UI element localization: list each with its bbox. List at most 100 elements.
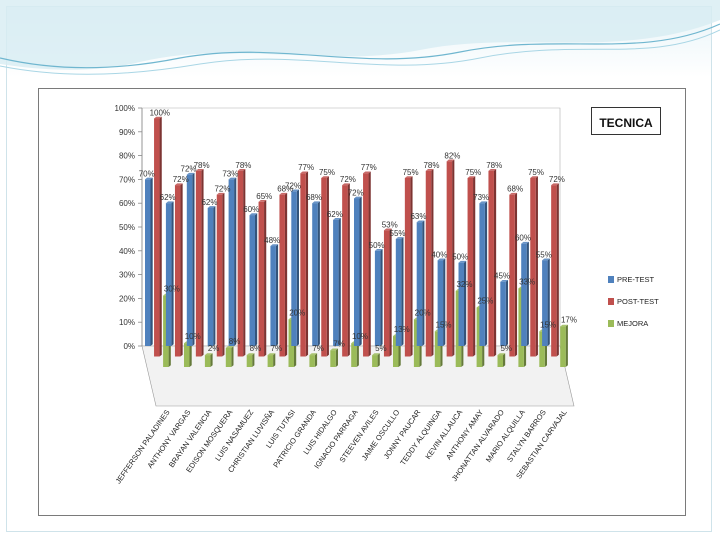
bar-post-test (195, 169, 204, 357)
y-tick-label: 30% (119, 271, 135, 280)
bar-front-face (425, 170, 432, 357)
data-label-pre-test: 60% (243, 205, 259, 214)
bar-front-face (383, 230, 390, 357)
bar-side-face (556, 183, 559, 357)
bar-top-face (500, 279, 508, 282)
bar-side-face (377, 353, 380, 367)
bar-front-face (288, 319, 294, 367)
bar-side-face (201, 169, 204, 357)
data-label-pre-test: 72% (348, 188, 364, 197)
bar-mejora (560, 324, 568, 367)
bar-post-test (404, 176, 413, 357)
bar-top-face (374, 249, 383, 251)
data-label-post-test: 78% (423, 161, 439, 170)
bar-pre-test (542, 258, 550, 346)
bar-side-face (443, 258, 446, 346)
bar-top-face (404, 176, 413, 178)
data-label-mejora: 2% (208, 344, 220, 353)
bar-side-face (338, 218, 341, 346)
data-label-post-test: 72% (214, 185, 230, 194)
bar-side-face (503, 353, 506, 367)
data-label-mejora: 7% (333, 339, 345, 348)
y-tick-label: 50% (119, 223, 135, 232)
bar-pre-test (479, 201, 488, 346)
bar-top-face (521, 241, 529, 244)
bar-post-test (488, 169, 497, 357)
bar-top-face (330, 348, 338, 351)
bar-side-face (275, 244, 279, 346)
bar-top-face (258, 200, 267, 202)
data-label-mejora: 10% (352, 332, 368, 341)
bar-post-test (300, 171, 309, 357)
bar-top-face (497, 353, 506, 356)
data-label-pre-test: 72% (181, 165, 197, 174)
bar-side-face (410, 176, 413, 357)
bar-front-face (267, 355, 274, 367)
bar-side-face (192, 172, 195, 346)
bar-front-face (216, 194, 223, 357)
bar-mejora (204, 353, 213, 367)
bar-front-face (500, 281, 506, 346)
data-label-pre-test: 68% (306, 193, 322, 202)
bar-top-face (363, 171, 371, 174)
bar-post-test (174, 183, 183, 357)
bar-side-face (356, 341, 359, 367)
bar-side-face (150, 177, 153, 346)
bar-front-face (374, 250, 381, 346)
bar-pre-test (458, 260, 467, 346)
data-label-mejora: 32% (456, 280, 472, 289)
data-label-post-test: 100% (150, 109, 170, 118)
bar-top-face (279, 192, 288, 195)
data-label-pre-test: 50% (452, 253, 468, 262)
bar-pre-test (500, 279, 508, 346)
bar-top-face (542, 258, 550, 261)
y-tick-label: 10% (119, 318, 135, 327)
bar-front-face (330, 350, 336, 367)
legend-swatch (608, 298, 614, 305)
bar-post-test (425, 169, 434, 357)
bar-post-test (467, 176, 476, 357)
bar-top-face (267, 353, 276, 356)
bar-pre-test (249, 213, 258, 346)
bar-post-test (383, 228, 392, 357)
bar-front-face (476, 307, 483, 367)
bar-side-face (547, 258, 550, 346)
data-label-pre-test: 50% (369, 241, 385, 250)
bar-pre-test (333, 218, 341, 346)
bar-top-face (509, 192, 518, 195)
bar-pre-test (228, 177, 237, 346)
bar-post-test (530, 176, 538, 357)
data-label-post-test: 78% (194, 161, 210, 170)
bar-front-face (437, 260, 444, 346)
bar-side-face (326, 176, 329, 357)
data-label-post-test: 77% (361, 163, 377, 172)
bar-mejora (246, 353, 255, 367)
bar-front-face (195, 170, 202, 357)
data-label-mejora: 25% (477, 297, 493, 306)
bar-top-face (488, 169, 497, 171)
bar-pre-test (354, 196, 362, 346)
data-label-pre-test: 62% (327, 210, 343, 219)
bar-front-face (518, 288, 524, 367)
bar-pre-test (521, 241, 529, 346)
bar-front-face (458, 262, 464, 346)
data-label-mejora: 15% (540, 320, 556, 329)
bar-top-face (354, 196, 362, 199)
bar-front-face (354, 198, 360, 346)
data-label-post-test: 75% (319, 168, 335, 177)
bar-side-face (180, 183, 183, 357)
bar-front-face (434, 331, 441, 367)
bar-front-face (455, 290, 462, 367)
legend-swatch (608, 276, 614, 283)
data-label-post-test: 75% (465, 168, 481, 177)
bar-pre-test (374, 249, 383, 346)
data-label-pre-test: 40% (431, 250, 447, 259)
bar-top-face (467, 176, 476, 178)
data-label-pre-test: 73% (222, 169, 238, 178)
data-label-mejora: 5% (500, 344, 512, 353)
y-tick-label: 40% (119, 247, 135, 256)
bar-front-face (225, 347, 232, 367)
bar-side-face (452, 159, 455, 357)
bar-front-face (333, 219, 339, 346)
bar-top-face (479, 201, 488, 204)
